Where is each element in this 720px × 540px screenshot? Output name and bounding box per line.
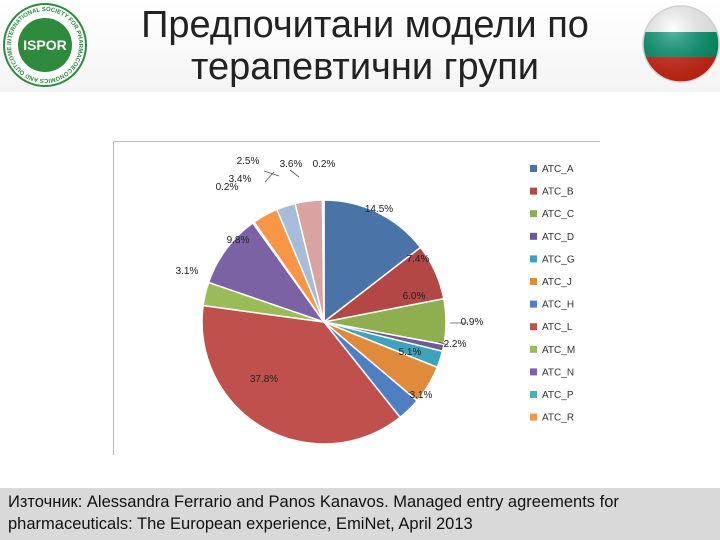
data-label: 37.8% — [250, 374, 278, 385]
source-line-1: Източник: Alessandra Ferrario and Panos … — [8, 493, 619, 511]
data-label: 6.0% — [403, 291, 426, 302]
legend-label: ATC_P — [542, 390, 574, 401]
data-label: 3.1% — [410, 390, 433, 401]
leader-line — [289, 169, 300, 178]
legend-label: ATC_J — [542, 277, 572, 288]
legend-label: ATC_D — [542, 232, 574, 243]
legend-label: ATC_L — [542, 322, 573, 333]
pie-chart: 14.5% 7.4% 6.0% 0.9% 2.2% 5.1% 3.1% 37.8% 3.1% 9.… — [176, 156, 575, 445]
legend-swatch — [530, 232, 537, 240]
legend-swatch — [530, 210, 537, 218]
pie-slice — [207, 221, 326, 324]
data-label: 3.4% — [229, 174, 252, 185]
data-label: 14.5% — [365, 204, 393, 215]
bulgaria-flag-icon — [642, 5, 720, 83]
source-line-2: pharmaceuticals: The European experience… — [8, 515, 473, 533]
legend-label: ATC_A — [542, 164, 574, 175]
legend-swatch — [530, 368, 537, 376]
legend-label: ATC_H — [542, 300, 574, 311]
data-label: 3.1% — [176, 266, 199, 277]
data-label: 7.4% — [407, 254, 430, 265]
legend-swatch — [530, 255, 537, 263]
ispor-logo: INTERNATIONAL SOCIETY FOR PHARMACOECONOM… — [2, 2, 87, 87]
legend-swatch — [530, 165, 537, 172]
title-line-2: терапевтични групи — [190, 46, 539, 88]
source-citation: Източник: Alessandra Ferrario and Panos … — [0, 488, 720, 540]
pie-slice — [323, 199, 422, 324]
legend-swatch — [530, 187, 537, 195]
data-label: 0.9% — [461, 317, 484, 328]
data-label: 9.8% — [227, 235, 250, 246]
legend-swatch — [530, 323, 537, 331]
legend-label: ATC_R — [542, 413, 574, 424]
legend-label: ATC_N — [542, 367, 574, 378]
data-label: 5.1% — [399, 347, 422, 358]
pie-slice — [201, 304, 402, 445]
legend-swatch — [530, 345, 537, 353]
legend-label: ATC_C — [542, 209, 574, 220]
legend-swatch — [530, 391, 537, 398]
leader-line — [437, 341, 449, 346]
title-line-1: Предпочитани модели по — [141, 4, 589, 46]
pie-chart-frame: 14.5% 7.4% 6.0% 0.9% 2.2% 5.1% 3.1% 37.8% 3.1% 9.… — [113, 141, 600, 455]
slide-header: INTERNATIONAL SOCIETY FOR PHARMACOECONOM… — [0, 0, 720, 92]
page-title: Предпочитани модели по терапевтични груп… — [95, 4, 635, 88]
legend-swatch — [530, 278, 537, 285]
logo-text: ISPOR — [23, 37, 67, 53]
leader-line — [407, 391, 415, 395]
pie-slice — [321, 199, 325, 323]
data-label: 0.2% — [216, 182, 239, 193]
legend-label: ATC_G — [542, 254, 575, 265]
legend-swatch — [530, 300, 537, 308]
data-label: 0.2% — [313, 159, 336, 170]
legend-label: ATC_B — [542, 187, 574, 198]
legend-label: ATC_M — [542, 345, 575, 356]
legend-swatch — [530, 413, 537, 421]
data-label: 3.6% — [280, 159, 303, 170]
data-label: 2.2% — [444, 339, 467, 350]
leader-line — [263, 170, 280, 177]
data-label: 2.5% — [237, 156, 260, 167]
